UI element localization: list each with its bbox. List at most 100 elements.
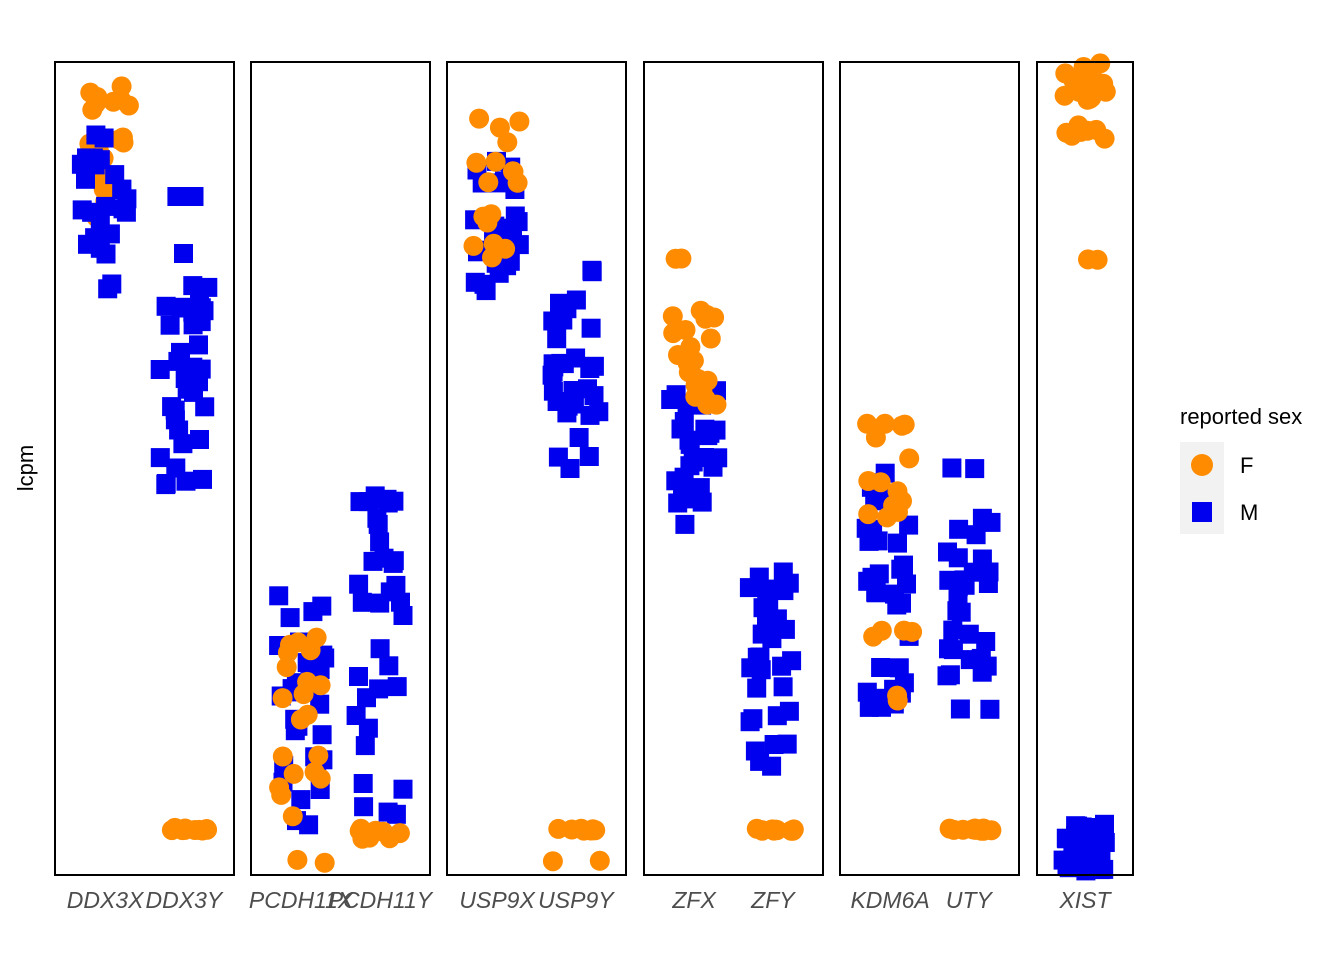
data-point-uty-m [942,458,962,478]
data-point-zfy-m [759,597,779,617]
data-point-ddx3y-m [183,276,203,296]
data-point-kdm6a-m [887,595,907,615]
legend: reported sex F M [1180,404,1302,534]
data-point-uty-m [976,632,996,651]
data-point-xist-f [1061,125,1082,146]
x-tick-label-pcdh11y: PCDH11Y [328,887,434,913]
data-point-ddx3y-m [168,351,188,371]
data-point-uty-m [939,639,958,659]
data-point-usp9x-f [469,108,490,129]
data-point-pcdh11y-m [393,606,413,625]
data-point-kdm6a-m [891,559,911,579]
data-point-usp9y-m [547,329,567,349]
data-point-kdm6a-f [888,501,908,522]
legend-label-m: M [1240,500,1258,525]
data-point-uty-m [949,519,969,539]
data-point-ddx3y-m [195,397,215,417]
data-point-zfx-f [662,306,683,327]
data-point-pcdh11x-f [304,762,325,783]
data-point-xist-f [1077,89,1098,110]
data-point-uty-m [980,699,1000,719]
data-point-usp9x-f [497,132,518,153]
data-point-kdm6a-f [894,414,915,435]
panel-frame-5 [839,61,1020,876]
data-point-zfx-f [680,360,701,381]
legend-key-f [1191,454,1213,476]
data-point-ddx3y-m [165,400,185,420]
data-point-ddx3y-m [189,335,208,355]
data-point-xist-f [1090,53,1111,74]
data-point-zfx-f [706,394,727,415]
data-point-xist-f [1076,63,1097,84]
data-point-pcdh11x-m [269,586,289,606]
data-point-zfy-m [764,735,784,754]
data-point-xist-f [1078,249,1098,270]
data-point-usp9x-f [463,235,484,256]
data-point-kdm6a-m [888,533,907,553]
panel-frame-6 [1036,61,1134,876]
data-point-pcdh11x-f [269,777,290,798]
data-point-usp9x-f [485,151,506,172]
data-point-uty-m [977,656,997,676]
data-point-zfx-m [675,514,695,534]
panel-frame-1 [54,61,235,876]
x-tick-label-zfx: ZFX [671,887,717,913]
data-point-ddx3x-m [96,196,116,216]
data-point-ddx3x-m [76,169,95,189]
data-point-kdm6a-m [868,531,888,551]
data-point-usp9y-m [580,405,600,425]
data-point-zfx-f [680,337,701,357]
data-point-zfx-m [679,430,699,450]
x-tick-label-ddx3x: DDX3X [67,887,145,913]
data-point-kdm6a-f [887,481,908,502]
data-point-pcdh11y-m [386,575,406,595]
data-point-pcdh11x-f [314,852,335,873]
data-point-zfy-m [747,647,767,667]
data-point-ddx3y-m [198,277,218,297]
data-point-ddx3x-f [111,76,132,97]
data-point-usp9y-f [589,850,610,871]
data-point-uty-m [948,577,968,597]
data-point-usp9y-m [581,318,601,338]
data-point-zfy-m [773,677,793,697]
data-point-pcdh11x-f [276,657,297,678]
data-point-kdm6a-f [857,413,878,434]
data-point-kdm6a-m [859,697,879,717]
data-point-ddx3x-m [85,155,105,175]
data-point-pcdh11x-f [288,632,309,653]
data-point-pcdh11y-m [346,706,366,725]
data-point-ddx3y-m [150,448,170,468]
data-point-kdm6a-m [897,574,916,594]
data-point-pcdh11y-m [379,656,399,676]
data-point-pcdh11x-m [310,660,330,680]
data-point-uty-m [965,459,985,479]
data-point-ddx3y-m [190,430,209,449]
data-point-usp9y-m [548,447,568,467]
data-point-usp9y-m [584,386,604,406]
data-point-usp9x-f [509,111,530,132]
data-point-pcdh11x-m [303,602,323,622]
data-point-zfx-m [683,452,703,472]
data-point-ddx3x-f [82,99,103,120]
data-point-kdm6a-m [889,658,909,678]
data-point-zfx-m [706,420,726,440]
data-point-xist-m [1072,818,1092,838]
data-point-zfy-m [767,706,787,726]
data-point-pcdh11y-m [363,551,383,571]
data-point-ddx3y-m [156,475,176,495]
data-point-ddx3x-f [112,127,133,148]
data-point-ddx3x-m [117,189,137,209]
data-point-uty-m [966,525,986,545]
data-point-ddx3y-m [184,382,203,402]
legend-title: reported sex [1180,404,1302,429]
x-tick-label-uty: UTY [946,887,994,913]
data-point-pcdh11x-f [282,806,303,827]
data-point-pcdh11y-m [393,779,413,799]
data-point-zfx-m [703,457,723,477]
data-point-kdm6a-m [866,582,886,602]
data-point-pcdh11x-f [287,849,308,870]
data-point-ddx3y-f [175,818,196,839]
data-point-uty-m [960,650,980,670]
points-layer [71,53,1116,881]
data-point-zfx-f [671,248,692,269]
